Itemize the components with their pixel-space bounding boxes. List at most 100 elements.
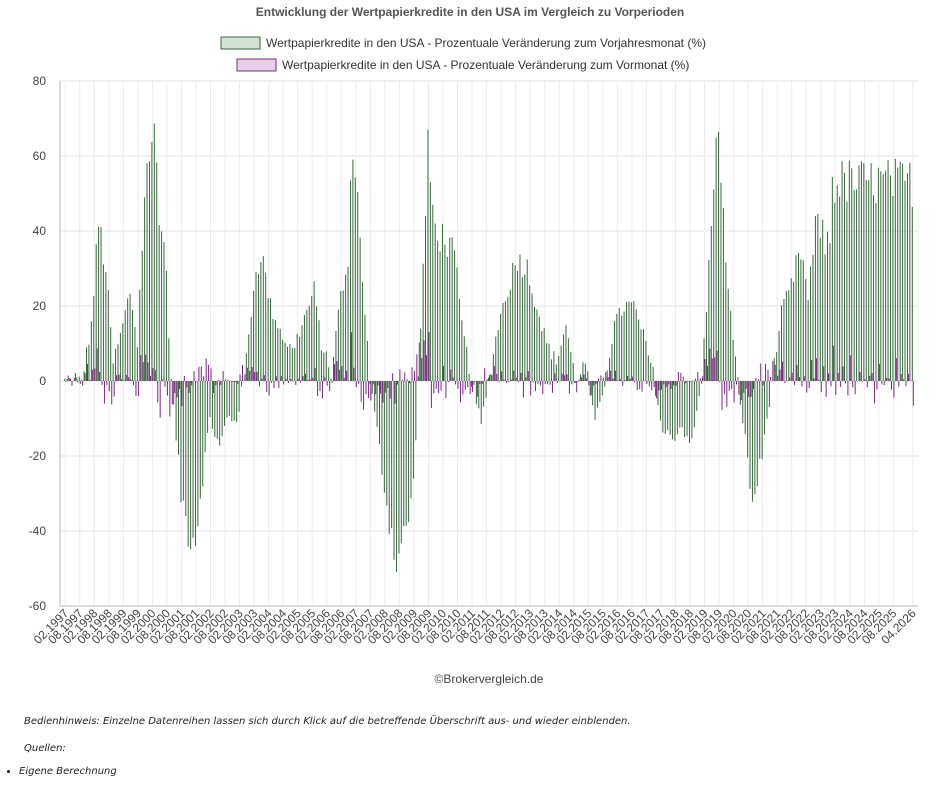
bar-mom [852,381,854,388]
bar-mom [762,381,764,386]
bar-mom [321,381,323,399]
sources-list: Eigene Berechnung [0,766,117,777]
bar-mom [723,381,725,394]
bar-yoy [134,327,136,381]
bar-yoy [911,206,913,381]
bar-mom [382,381,384,403]
bar-yoy [427,129,429,381]
bar-yoy [710,226,712,381]
bar-mom [326,381,328,386]
bar-mom [578,379,580,381]
bar-yoy [720,182,722,381]
bar-mom [195,381,197,382]
bar-yoy [672,381,674,440]
bar-mom [900,373,902,381]
bar-yoy [737,377,739,381]
bar-yoy [345,274,347,381]
legend-swatch-mom[interactable] [236,58,277,72]
y-tick-label: 40 [33,224,47,238]
bar-yoy [688,381,690,443]
bar-yoy [294,347,296,381]
bar-mom [375,381,377,395]
bar-yoy [296,333,298,381]
bar-yoy [214,381,216,438]
bar-yoy [550,359,552,381]
bar-yoy [512,262,514,381]
bar-mom [535,381,537,391]
bar-mom [72,380,74,382]
legend-swatch-yoy[interactable] [220,36,261,50]
bar-mom [338,369,340,381]
bar-mom [297,378,299,381]
bar-yoy [492,354,494,381]
bar-yoy [490,374,492,381]
bar-yoy [354,177,356,381]
bar-yoy [78,376,80,381]
bar-yoy [102,264,104,381]
bar-mom [232,381,234,382]
bar-yoy [730,310,732,381]
bar-yoy [851,168,853,381]
bar-mom [307,380,309,381]
bar-yoy [274,320,276,381]
bar-yoy [98,226,100,381]
bar-yoy [909,162,911,381]
legend-label-mom[interactable]: Wertpapierkredite in den USA - Prozentua… [282,58,689,72]
bar-yoy [420,328,422,381]
bar-mom [610,370,612,381]
bar-yoy [533,306,536,381]
bar-yoy [209,381,211,418]
bar-mom [336,361,338,381]
bar-mom [314,368,316,381]
bar-yoy [255,271,257,381]
bar-mom [694,378,696,381]
legend-item-mom[interactable]: Wertpapierkredite in den USA - Prozentua… [236,58,689,72]
bar-mom [859,372,861,381]
bar-mom [186,381,188,388]
bar-mom [704,359,706,381]
bar-mom [285,379,287,381]
bar-mom [493,365,495,381]
bar-yoy [190,381,192,550]
bar-mom [128,377,130,381]
bar-yoy [635,309,637,381]
bar-mom [254,372,256,381]
bar-mom [300,381,302,383]
bar-mom [302,376,304,381]
bar-mom [675,381,677,386]
bar-yoy [582,362,584,381]
bar-yoy [572,363,574,381]
bar-mom [360,381,362,402]
bar-yoy [783,299,785,381]
bar-yoy [810,266,812,381]
bar-mom [779,369,781,381]
y-axis: 80 60 40 20 0 -20 -40 -60 [29,74,61,613]
bar-yoy [337,309,339,381]
bar-yoy [272,318,274,381]
bar-mom [539,381,541,386]
bar-mom [820,381,822,393]
bar-yoy [797,252,799,381]
bar-mom [457,381,459,389]
bar-yoy [751,381,753,502]
bar-yoy [560,345,562,381]
bar-mom [588,381,590,386]
bar-yoy [194,381,196,546]
bar-yoy [812,254,814,381]
bar-yoy [553,351,555,381]
bar-yoy [122,323,124,381]
bar-mom [433,381,435,394]
bar-yoy [495,336,497,381]
bar-mom [273,381,275,389]
bar-mom [549,381,551,385]
bar-yoy [858,165,860,381]
bar-yoy [318,320,320,381]
bar-mom [786,380,788,382]
legend-label-yoy[interactable]: Wertpapierkredite in den USA - Prozentua… [266,36,706,50]
bar-mom [442,366,445,381]
bar-mom [290,379,292,381]
bar-mom [515,377,517,381]
bar-mom [561,373,563,381]
legend-item-yoy[interactable]: Wertpapierkredite in den USA - Prozentua… [220,36,706,50]
bar-mom [823,366,825,381]
